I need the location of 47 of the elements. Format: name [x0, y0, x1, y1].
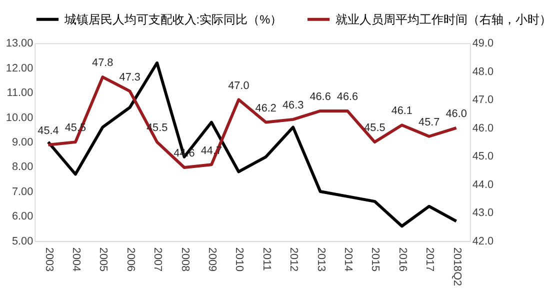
y-tick-label: 9.00	[12, 136, 34, 149]
legend-label: 就业人员周平均工作时间（右轴，小时）	[335, 12, 552, 26]
x-tick-label: 2010	[233, 247, 246, 272]
y2-tick-label: 47.0	[472, 94, 494, 106]
y2-tick-label: 48.0	[472, 66, 494, 78]
y-tick-label: 12.00	[6, 62, 34, 74]
x-tick-label: 2004	[70, 247, 82, 272]
y-tick-label: 10.00	[6, 112, 34, 124]
data-label: 46.3	[282, 100, 304, 112]
data-label: 46.6	[310, 91, 331, 104]
y2-tick-label: 49.0	[472, 38, 494, 50]
x-tick-label: 2008	[178, 247, 191, 272]
x-tick-label: 2018Q2	[450, 247, 463, 286]
y-tick-label: 11.00	[6, 87, 34, 100]
x-tick-label: 2012	[288, 247, 300, 272]
x-tick-label: 2005	[97, 247, 110, 272]
data-label: 46.1	[391, 105, 412, 118]
x-tick-label: 2016	[396, 247, 408, 272]
x-tick-label: 2009	[206, 247, 218, 272]
y-tick-label: 13.00	[6, 38, 34, 50]
x-tick-label: 2014	[342, 247, 354, 272]
data-label: 45.7	[418, 116, 440, 129]
legend-label: 城镇居民人均可支配收入:实际同比（%）	[63, 12, 282, 26]
y-tick-label: 5.00	[12, 235, 34, 248]
data-label: 46.0	[446, 108, 467, 120]
y2-tick-label: 42.0	[472, 235, 494, 248]
y2-tick-label: 46.0	[472, 122, 494, 134]
y-tick-label: 8.00	[12, 161, 34, 174]
data-label: 46.2	[255, 102, 276, 114]
data-label: 45.5	[364, 122, 386, 134]
data-label: 46.6	[336, 91, 358, 104]
x-tick-label: 2013	[314, 247, 327, 272]
x-tick-label: 2011	[260, 247, 272, 271]
x-tick-label: 2006	[124, 247, 136, 272]
y2-tick-label: 45.0	[472, 150, 494, 163]
data-label: 45.4	[38, 124, 59, 137]
y-tick-label: 7.00	[12, 186, 34, 198]
data-label: 47.3	[119, 71, 140, 84]
y-tick-label: 6.00	[12, 210, 34, 223]
x-tick-label: 2007	[152, 247, 164, 272]
x-tick-label: 2015	[369, 247, 382, 272]
x-tick-label: 2017	[424, 247, 436, 272]
y2-tick-label: 44.0	[472, 178, 494, 191]
data-label: 47.8	[92, 57, 114, 70]
x-tick-label: 2003	[42, 247, 55, 272]
y2-tick-label: 43.0	[472, 207, 494, 220]
data-label: 47.0	[228, 80, 250, 92]
